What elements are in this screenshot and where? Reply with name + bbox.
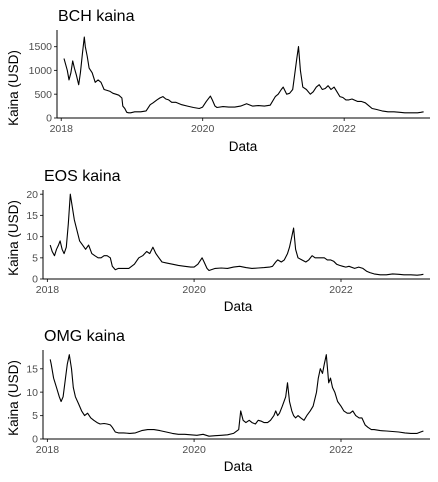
y-tick-label: 5 xyxy=(32,410,38,422)
x-axis-label: Data xyxy=(224,459,253,474)
series-line xyxy=(49,354,424,437)
y-axis-label: Kaina (USD) xyxy=(6,360,21,436)
chart-title: BCH kaina xyxy=(58,8,135,25)
panel-eos: EOS kaina Kaina (USD) Data 0 5 10 15 20 2018… xyxy=(6,168,430,314)
y-tick-label: 1000 xyxy=(29,65,53,77)
y-tick-label: 1500 xyxy=(29,41,53,53)
y-tick-label: 15 xyxy=(26,363,38,375)
y-ticks: 0 500 1000 1500 xyxy=(29,41,57,125)
y-axis-label: Kaina (USD) xyxy=(6,50,21,126)
x-axis-label: Data xyxy=(229,139,258,154)
x-tick-label: 2020 xyxy=(182,284,206,296)
x-ticks: 2018 2020 2022 xyxy=(50,118,356,135)
x-tick-label: 2018 xyxy=(36,284,60,296)
x-ticks: 2018 2020 2022 xyxy=(36,439,353,456)
y-axis-label: Kaina (USD) xyxy=(6,200,21,276)
series-line xyxy=(49,193,424,276)
x-ticks: 2018 2020 2022 xyxy=(36,279,353,296)
y-tick-label: 10 xyxy=(26,387,38,399)
y-ticks: 0 5 10 15 xyxy=(26,363,43,446)
x-tick-label: 2018 xyxy=(36,444,60,456)
y-ticks: 0 5 10 15 20 xyxy=(26,189,43,286)
y-tick-label: 0 xyxy=(32,274,38,286)
series-line xyxy=(63,36,424,114)
y-tick-label: 10 xyxy=(26,231,38,243)
y-tick-label: 15 xyxy=(26,210,38,222)
x-tick-label: 2018 xyxy=(50,123,74,135)
panel-bch: BCH kaina Kaina (USD) Data 050010001500 … xyxy=(6,8,430,154)
x-axis-label: Data xyxy=(224,299,253,314)
x-tick-label: 2020 xyxy=(191,123,215,135)
y-tick-label: 5 xyxy=(32,252,38,264)
y-tick-label: 0 xyxy=(32,434,38,446)
y-tick-label: 0 xyxy=(46,113,52,125)
chart-title: OMG kaina xyxy=(44,328,125,345)
y-tick-label: 500 xyxy=(34,89,52,101)
chart-title: EOS kaina xyxy=(44,168,121,185)
x-tick-label: 2022 xyxy=(329,444,353,456)
y-tick-label: 20 xyxy=(26,189,38,201)
x-tick-label: 2022 xyxy=(329,284,353,296)
x-tick-label: 2020 xyxy=(182,444,206,456)
x-tick-label: 2022 xyxy=(333,123,357,135)
